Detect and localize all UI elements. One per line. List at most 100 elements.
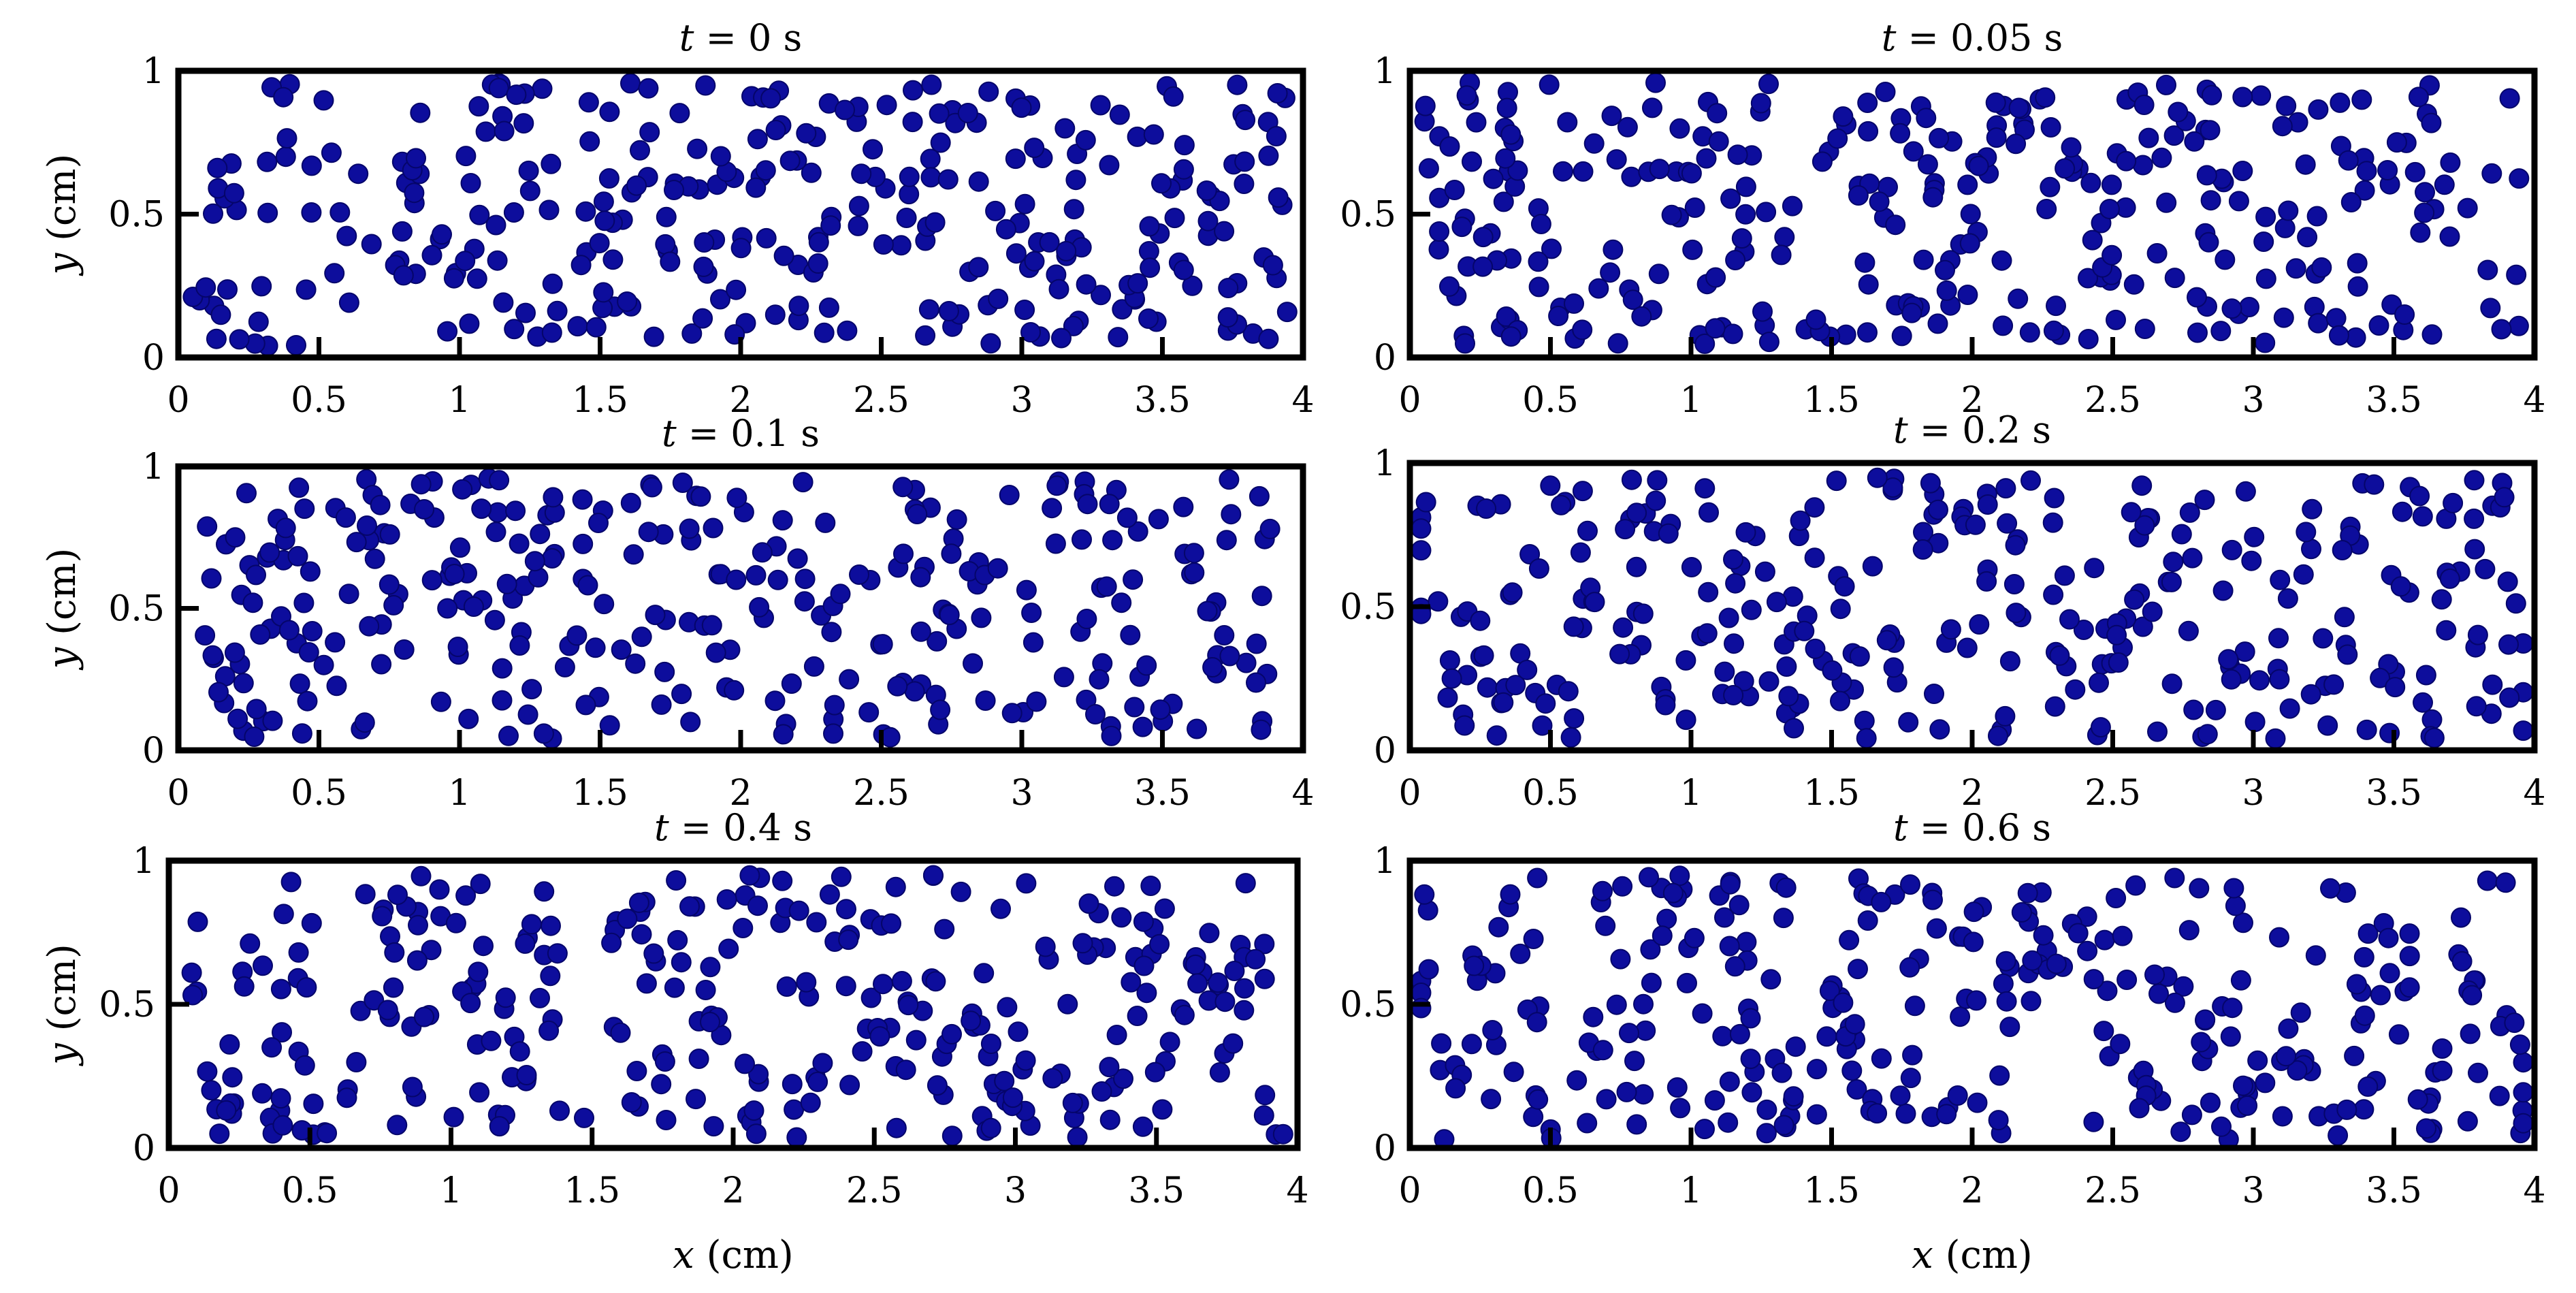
particle [2116, 970, 2138, 990]
particle [1903, 141, 1924, 162]
particle [927, 1075, 948, 1096]
particle [2099, 199, 2120, 219]
x-tick-label: 2.5 [2084, 1170, 2141, 1211]
particle [1234, 151, 1255, 172]
particle [688, 1049, 709, 1069]
particle [2232, 86, 2253, 108]
particle [1805, 638, 1826, 659]
particle [2011, 901, 2032, 923]
particle [2424, 727, 2445, 748]
particle [359, 616, 380, 637]
particle [2497, 571, 2518, 592]
particle [2278, 200, 2299, 221]
particle [602, 249, 624, 270]
particle [1997, 513, 2018, 534]
particle [1039, 232, 1060, 253]
particle [1462, 151, 1482, 172]
particle [421, 244, 442, 266]
particle [1675, 709, 1696, 731]
particle [335, 507, 356, 528]
particle [779, 150, 801, 172]
particle [2121, 502, 2142, 523]
particle [481, 1030, 502, 1051]
particle [782, 1074, 803, 1095]
particle [2054, 565, 2075, 586]
particle [2413, 692, 2433, 713]
particle [459, 313, 480, 334]
panel-title: t = 0.1 s [662, 412, 820, 455]
particle [626, 175, 647, 196]
panel-title: t = 0 s [679, 16, 803, 59]
particle [681, 323, 703, 344]
particle [1615, 519, 1636, 540]
particle [1640, 939, 1661, 960]
particle [585, 317, 607, 338]
particle [654, 661, 675, 682]
particle [530, 987, 550, 1008]
particle [2078, 268, 2098, 289]
particle [2388, 1024, 2409, 1045]
particle [1778, 686, 1799, 707]
particle [643, 326, 664, 347]
particle [726, 569, 747, 590]
particle [2006, 603, 2027, 624]
particle [370, 494, 391, 515]
particle [1077, 494, 1098, 515]
particle [1102, 530, 1123, 551]
particle [2084, 558, 2105, 579]
particle [1174, 1004, 1195, 1025]
particle [1869, 191, 1890, 212]
particle [1001, 703, 1023, 724]
particle [2083, 969, 2104, 990]
particle [1234, 978, 1255, 999]
particle [1488, 916, 1509, 938]
x-tick-label: 2.5 [2084, 773, 2141, 814]
particle [2467, 624, 2488, 645]
particle [321, 142, 342, 163]
particle [2347, 276, 2368, 297]
particle [533, 723, 554, 744]
x-tick-label: 3.5 [1134, 773, 1191, 814]
particle [251, 276, 272, 297]
particle [2468, 1062, 2488, 1083]
particle [764, 304, 786, 325]
particle [2308, 99, 2329, 120]
x-tick-label: 3.5 [2366, 1170, 2422, 1211]
particle [808, 232, 829, 253]
particle [1619, 1023, 1639, 1044]
particle [1986, 127, 2007, 148]
particle [1968, 155, 1989, 176]
particle [1882, 477, 1903, 498]
particle [1496, 306, 1517, 327]
particle [915, 325, 936, 346]
particle [671, 952, 692, 973]
particle [1645, 72, 1666, 93]
particle [695, 75, 716, 96]
particle [1249, 485, 1270, 507]
particle [1645, 490, 1667, 511]
particle [494, 121, 515, 142]
x-tick-label: 1 [440, 1170, 462, 1211]
particle [1461, 1034, 1482, 1055]
particle [387, 1115, 408, 1136]
particle [1218, 278, 1239, 298]
y-tick-label: 0 [1374, 338, 1396, 379]
particle [2036, 199, 2057, 219]
particle [1771, 1062, 1792, 1083]
particle [1276, 302, 1298, 323]
y-axis-label: y (cm) [40, 944, 84, 1067]
particle [1723, 685, 1744, 705]
particle [2077, 940, 2098, 961]
particle [2019, 322, 2040, 343]
x-tick-label: 1.5 [1803, 380, 1860, 421]
particle [905, 1029, 927, 1051]
particle [1174, 135, 1195, 156]
particle [542, 548, 563, 569]
particle [1140, 257, 1161, 278]
particle [1091, 1081, 1112, 1102]
particle [1557, 112, 1578, 133]
particle [2198, 232, 2219, 253]
particle [1714, 907, 1735, 928]
particle [1163, 86, 1184, 107]
